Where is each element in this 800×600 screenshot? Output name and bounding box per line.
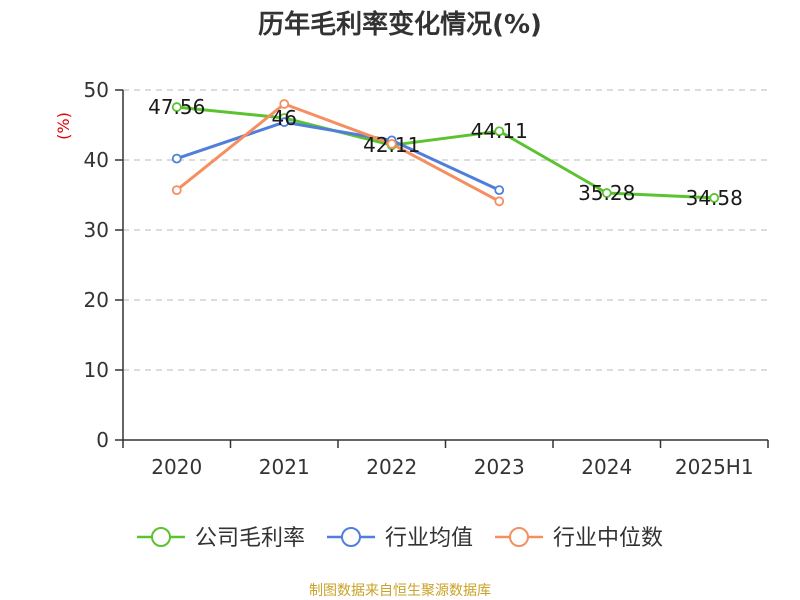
x-tick-label-2024: 2024 <box>581 455 632 479</box>
data-label-4: 35.28 <box>578 181 635 205</box>
series-2-point-2 <box>386 138 397 149</box>
x-tick-label-2020: 2020 <box>151 455 202 479</box>
data-labels: 47.56 46 42.11 44.11 35.28 34.58 <box>148 95 743 210</box>
data-label-1: 46 <box>272 106 297 130</box>
axes: 0 10 20 30 40 50 2020 2021 2022 2023 2024 2025H1 <box>84 78 769 479</box>
y-tick-label-20: 20 <box>84 288 109 312</box>
y-tick-label-0: 0 <box>96 428 109 452</box>
series-2-point-0 <box>171 185 182 196</box>
legend-label-1: 行业均值 <box>385 526 473 551</box>
series-1-point-3 <box>494 185 505 196</box>
grid-lines <box>123 89 768 371</box>
series-layer <box>171 99 720 207</box>
series-1-point-0 <box>171 153 182 164</box>
data-label-3: 44.11 <box>471 119 528 143</box>
series-0-point-5 <box>709 193 720 203</box>
source-note: 制图数据来自恒生聚源数据库 <box>309 583 491 599</box>
data-label-5: 34.58 <box>686 186 743 210</box>
legend: 公司毛利率 行业均值 行业中位数 <box>137 526 663 551</box>
series-2-point-1 <box>279 99 290 109</box>
series-line-0 <box>176 105 715 200</box>
x-tick-label-2025H1: 2025H1 <box>675 455 754 479</box>
x-tick-label-2021: 2021 <box>259 455 310 479</box>
data-label-2: 42.11 <box>363 133 420 157</box>
y-tick-label-10: 10 <box>84 358 109 382</box>
y-axis-unit: (%) <box>54 112 73 140</box>
series-line-1 <box>176 120 500 192</box>
series-0-point-4 <box>601 188 612 198</box>
legend-marker-1 <box>341 527 361 547</box>
data-label-0: 47.56 <box>148 95 205 119</box>
series-0-point-0 <box>171 102 182 112</box>
y-tick-label-40: 40 <box>84 148 109 172</box>
legend-label-0: 公司毛利率 <box>195 526 305 551</box>
legend-label-2: 行业中位数 <box>553 526 663 551</box>
series-1-point-1 <box>279 117 290 128</box>
series-line-2 <box>175 102 501 203</box>
x-tick-label-2023: 2023 <box>474 455 525 479</box>
series-0-point-3 <box>494 126 505 137</box>
series-2-point-3 <box>494 196 505 207</box>
chart-title: 历年毛利率变化情况(%) <box>258 9 542 40</box>
y-tick-label-50: 50 <box>84 78 109 102</box>
legend-marker-0 <box>151 527 171 547</box>
y-tick-label-30: 30 <box>84 218 109 242</box>
legend-marker-2 <box>509 527 529 547</box>
x-tick-label-2022: 2022 <box>366 455 417 479</box>
